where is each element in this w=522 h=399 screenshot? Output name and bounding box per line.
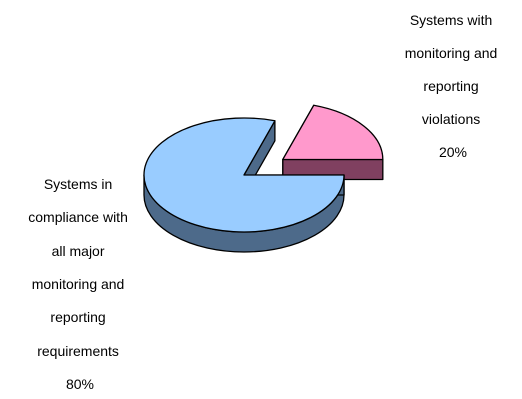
slice-label-compliance-line-3: all major <box>52 243 105 259</box>
slice-label-compliance: Systems in compliance with all major mon… <box>28 176 132 392</box>
pie-slice-violations <box>282 104 384 181</box>
slice-label-compliance-line-4: monitoring and <box>32 276 125 292</box>
slice-percent-violations: 20% <box>439 144 467 160</box>
pie-slice-violations-top <box>282 104 384 161</box>
slice-label-violations-line-2: monitoring and <box>405 45 498 61</box>
slice-label-violations: Systems with monitoring and reporting vi… <box>405 12 502 160</box>
pie-slice-compliance <box>143 117 345 253</box>
slice-label-violations-line-1: Systems with <box>410 12 492 28</box>
slice-label-compliance-line-5: reporting <box>50 309 105 325</box>
slice-label-violations-line-4: violations <box>422 111 480 127</box>
slices-layer <box>143 104 384 253</box>
slice-label-compliance-line-1: Systems in <box>44 176 112 192</box>
slice-label-violations-line-3: reporting <box>423 78 478 94</box>
slice-label-compliance-line-6: requirements <box>37 343 119 359</box>
pie-slice-compliance-top <box>143 117 345 233</box>
slice-label-compliance-line-2: compliance with <box>28 209 128 225</box>
slice-percent-compliance: 80% <box>66 376 94 392</box>
